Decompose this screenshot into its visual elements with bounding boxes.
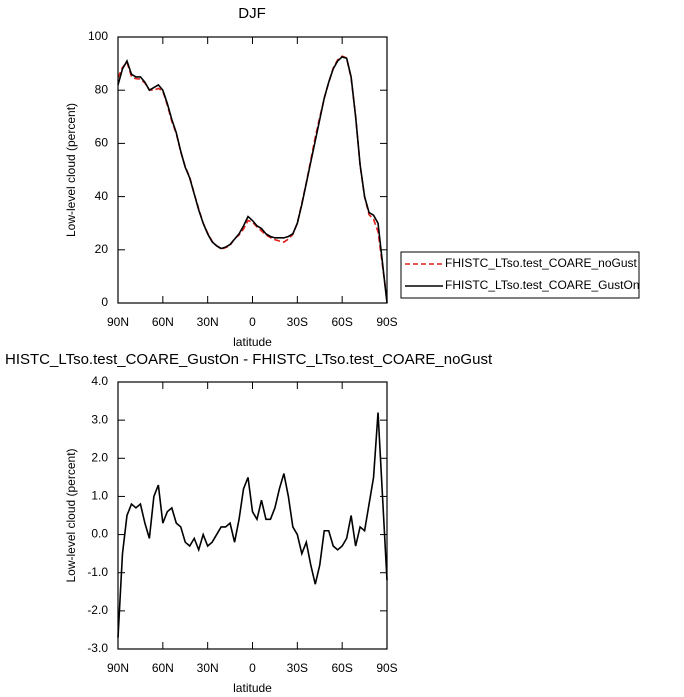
y-tick-label: 2.0 — [91, 450, 108, 464]
series-line — [117, 56, 388, 304]
y-tick-label: 3.0 — [91, 412, 108, 426]
x-tick-label: 0 — [249, 315, 256, 329]
x-tick-label: 0 — [249, 661, 256, 675]
y-axis-label: Low-level cloud (percent) — [64, 448, 78, 582]
chart-title: HISTC_LTso.test_COARE_GustOn - FHISTC_LT… — [5, 351, 493, 368]
y-tick-label: 20 — [95, 242, 109, 256]
series-line — [117, 55, 388, 300]
x-axis-label: latitude — [233, 681, 272, 695]
y-axis-label: Low-level cloud (percent) — [64, 103, 78, 237]
y-tick-label: -3.0 — [87, 641, 108, 655]
x-tick-label: 30S — [287, 315, 308, 329]
plot-frame — [117, 381, 388, 650]
x-tick-label: 90S — [376, 315, 397, 329]
series-line — [117, 412, 388, 638]
legend-box — [400, 251, 640, 299]
x-tick-label: 60N — [152, 315, 174, 329]
x-tick-label: 90S — [376, 661, 397, 675]
x-tick-label: 30S — [287, 661, 308, 675]
x-tick-label: 60S — [331, 661, 352, 675]
x-tick-label: 60S — [331, 315, 352, 329]
x-tick-label: 90N — [107, 661, 129, 675]
y-tick-label: -2.0 — [87, 603, 108, 617]
y-tick-label: 4.0 — [91, 374, 108, 388]
y-tick-label: 1.0 — [91, 489, 108, 503]
legend-label: FHISTC_LTso.test_COARE_GustOn — [445, 278, 640, 292]
legend-label: FHISTC_LTso.test_COARE_noGust — [445, 256, 638, 270]
x-axis-label: latitude — [233, 335, 272, 349]
y-tick-label: 80 — [95, 82, 109, 96]
x-tick-label: 30N — [197, 661, 219, 675]
x-tick-label: 90N — [107, 315, 129, 329]
x-tick-label: 60N — [152, 661, 174, 675]
chart-title: DJF — [238, 5, 266, 22]
y-tick-label: 0 — [101, 295, 108, 309]
y-tick-label: 60 — [95, 136, 109, 150]
y-tick-label: 100 — [88, 29, 108, 43]
y-tick-label: 0.0 — [91, 527, 108, 541]
y-tick-label: 40 — [95, 189, 109, 203]
y-tick-label: -1.0 — [87, 565, 108, 579]
plot-frame — [117, 36, 388, 304]
x-tick-label: 30N — [197, 315, 219, 329]
